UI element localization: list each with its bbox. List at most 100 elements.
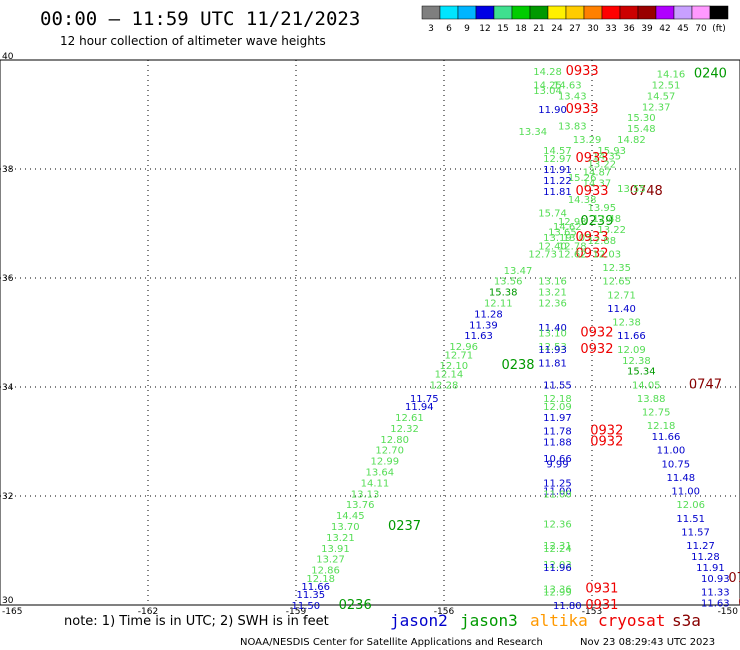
- wave-height-label: 11.91: [543, 165, 572, 176]
- wave-height-label: 11.00: [657, 446, 686, 457]
- color-swatch: [691, 5, 711, 20]
- time-label: 0747: [689, 377, 722, 392]
- wave-height-label: 14.87: [583, 168, 612, 179]
- color-swatch: [637, 5, 657, 20]
- wave-height-label: 12.31: [543, 541, 572, 552]
- wave-height-label: 10.66: [543, 454, 572, 465]
- color-scale-label: 21: [533, 24, 544, 34]
- wave-height-label: 13.70: [331, 522, 360, 533]
- x-tick-label: -159: [286, 607, 307, 617]
- x-tick-label: -156: [434, 607, 455, 617]
- color-scale-label: 15: [497, 24, 508, 34]
- color-scale-label: 18: [515, 24, 527, 34]
- wave-height-label: 12.18: [543, 394, 572, 405]
- wave-height-label: 12.71: [444, 350, 473, 361]
- wave-height-label: 14.82: [617, 135, 646, 146]
- color-scale-label: 30: [587, 24, 599, 34]
- wave-height-label: 11.81: [538, 358, 567, 369]
- wave-height-label: 13.05: [563, 233, 592, 244]
- wave-height-label: 14.16: [657, 70, 686, 81]
- time-label: 0746: [728, 571, 740, 586]
- legend-s3a: s3a: [672, 611, 701, 630]
- wave-height-label: 13.19: [543, 233, 572, 244]
- color-scale-label: 3: [428, 24, 434, 34]
- x-tick-label: -165: [2, 607, 22, 617]
- wave-height-label: 12.35: [602, 263, 631, 274]
- wave-height-label: 11.63: [701, 598, 730, 609]
- wave-height-label: 12.38: [622, 356, 651, 367]
- wave-height-label: 13.55: [617, 184, 646, 195]
- wave-height-label: 12.93: [558, 217, 587, 228]
- x-tick-label: -153: [582, 607, 602, 617]
- color-swatch: [493, 5, 513, 20]
- time-label: 0932: [580, 342, 613, 357]
- wave-height-label: 10.93: [701, 574, 730, 585]
- wave-height-label: 14.28: [533, 67, 562, 78]
- wave-height-label: 11.33: [701, 587, 730, 598]
- wave-height-label: 12.24: [543, 544, 572, 555]
- wave-height-label: 11.51: [676, 514, 705, 525]
- color-swatch: [565, 5, 585, 20]
- wave-height-label: 13.47: [504, 266, 533, 277]
- wave-height-label: 11.96: [543, 563, 572, 574]
- color-swatch: [529, 5, 549, 20]
- grid-lines: [0, 60, 740, 605]
- wave-height-label: 11.00: [543, 487, 572, 498]
- wave-height-label: 13.76: [346, 500, 375, 511]
- legend-altika: altika: [530, 611, 588, 630]
- wave-height-label: 13.34: [518, 127, 547, 138]
- time-label: 0931: [585, 582, 618, 597]
- wave-height-label: 11.91: [696, 563, 725, 574]
- time-label: 0933: [566, 64, 599, 79]
- wave-height-label: 13.65: [548, 228, 577, 239]
- time-label: 0239: [580, 214, 613, 229]
- color-scale-label: 27: [569, 24, 580, 34]
- wave-height-label: 13.83: [558, 121, 587, 132]
- wave-height-label: 12.51: [652, 81, 681, 92]
- wave-height-label: 12.48: [592, 214, 621, 225]
- time-label: 0932: [590, 435, 623, 450]
- wave-height-label: 11.97: [543, 413, 572, 424]
- wave-height-label: 12.36: [543, 519, 572, 530]
- color-scale-label: (ft): [712, 24, 726, 34]
- color-swatch: [439, 5, 459, 20]
- wave-height-label: 10.75: [662, 459, 691, 470]
- wave-height-label: 12.88: [588, 236, 617, 247]
- wave-height-label: 14.11: [361, 478, 390, 489]
- wave-height-label: 11.66: [652, 432, 681, 443]
- time-label: 0745: [738, 595, 740, 610]
- wave-height-label: 11.28: [691, 552, 720, 563]
- time-label: 0238: [501, 358, 534, 373]
- wave-height-label: 11.78: [543, 427, 572, 438]
- wave-height-label: 12.80: [380, 435, 409, 446]
- wave-height-label: 12.09: [617, 345, 646, 356]
- wave-height-label: 14.38: [568, 195, 597, 206]
- color-swatch: [601, 5, 621, 20]
- wave-height-label: 14.62: [553, 222, 582, 233]
- wave-height-label: 15.34: [627, 367, 656, 378]
- y-tick-label: 38: [2, 165, 14, 175]
- wave-height-label: 14.57: [543, 146, 572, 157]
- y-tick-label: 30: [2, 596, 14, 606]
- time-label: 0933: [566, 102, 599, 117]
- footer-note: note: 1) Time is in UTC; 2) SWH is in fe…: [64, 614, 329, 629]
- wave-height-label: 11.35: [296, 590, 325, 601]
- wave-height-label: 11.66: [617, 331, 646, 342]
- color-swatch: [673, 5, 693, 20]
- wave-height-label: 12.11: [484, 299, 513, 310]
- color-swatch: [475, 5, 495, 20]
- wave-height-label: 14.45: [336, 511, 365, 522]
- wave-height-label: 13.56: [494, 277, 523, 288]
- wave-height-label: 11.22: [543, 176, 572, 187]
- time-label: 0932: [575, 246, 608, 261]
- x-axis-ticks: -165 -162 -159 -156 -153 -150: [2, 607, 738, 617]
- wave-height-label: 12.18: [306, 574, 335, 585]
- wave-height-label: 11.55: [543, 380, 572, 391]
- wave-height-label: 12.86: [311, 566, 340, 577]
- wave-height-label: 13.13: [351, 489, 380, 500]
- wave-height-label: 12.36: [538, 299, 567, 310]
- chart-subtitle: 12 hour collection of altimeter wave hei…: [60, 34, 326, 48]
- color-scale-label: 6: [446, 24, 452, 34]
- plot-frame: [0, 59, 740, 606]
